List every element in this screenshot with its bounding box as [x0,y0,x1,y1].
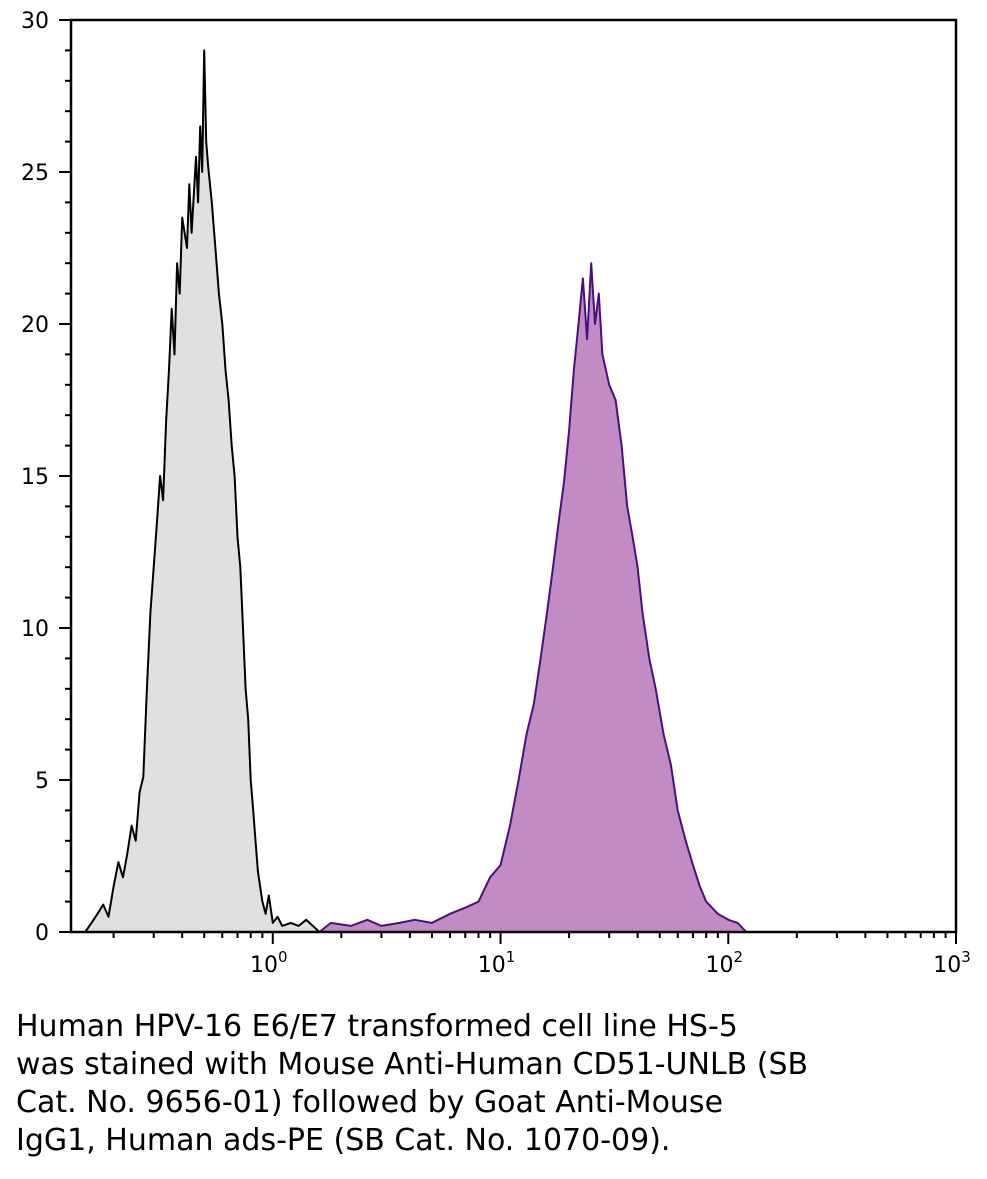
figure-caption: Human HPV-16 E6/E7 transformed cell line… [16,1008,966,1160]
y-tick-label: 0 [35,921,49,946]
x-tick-label: 100 [250,948,288,978]
caption-line-4: IgG1, Human ads-PE (SB Cat. No. 1070-09)… [16,1123,671,1158]
histogram-line-control [84,49,320,933]
y-tick-label: 15 [21,465,49,490]
y-tick-label: 20 [21,313,49,338]
caption-line-2: was stained with Mouse Anti-Human CD51-U… [16,1047,809,1082]
y-tick-label: 30 [21,9,49,34]
histogram-fill-control [85,50,320,932]
x-axis: 100 101 102 103 [112,932,971,978]
caption-line-1: Human HPV-16 E6/E7 transformed cell line… [16,1009,738,1044]
histogram-line-stained [318,262,748,933]
x-tick-label: 103 [933,948,971,978]
y-tick-label: 10 [21,617,49,642]
y-axis: 0 5 10 15 20 25 30 [21,9,71,946]
y-tick-label: 5 [35,769,49,794]
histogram-chart: 0 5 10 15 20 25 30 100 101 102 103 [21,9,971,978]
x-tick-label: 102 [705,948,743,978]
x-tick-label: 101 [478,948,516,978]
histogram-fill-stained [319,263,747,932]
caption-line-3: Cat. No. 9656-01) followed by Goat Anti-… [16,1085,724,1120]
y-tick-label: 25 [21,161,49,186]
series-layer [84,49,748,933]
